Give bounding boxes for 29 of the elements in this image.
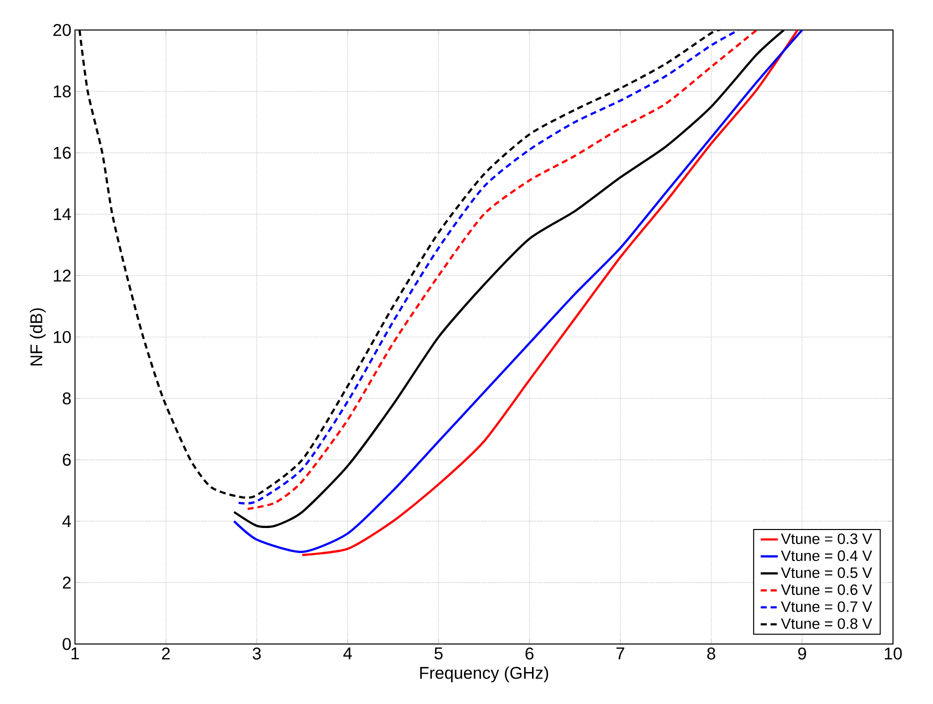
y-tick-label: 10 xyxy=(54,330,71,344)
y-tick-label: 12 xyxy=(54,270,71,282)
x-tick-label: 7 xyxy=(616,648,624,660)
y-tick-label: 20 xyxy=(53,24,71,36)
y-axis-title: NF (dB) xyxy=(30,308,46,366)
y-tick-label: 2 xyxy=(62,576,71,589)
x-tick-label: 1 xyxy=(72,648,79,660)
y-tick-label: 4 xyxy=(62,515,71,528)
legend-label: Vtune = 0.8 V xyxy=(780,618,872,629)
x-tick-label: 9 xyxy=(798,648,806,660)
x-tick-label: 2 xyxy=(162,648,170,660)
legend-label: Vtune = 0.4 V xyxy=(780,550,872,562)
legend-label: Vtune = 0.3 V xyxy=(780,533,872,544)
legend-label: Vtune = 0.6 V xyxy=(780,584,872,595)
x-tick-label: 3 xyxy=(252,648,261,660)
x-tick-label: 8 xyxy=(707,648,716,660)
x-tick-label: 6 xyxy=(526,648,534,660)
x-tick-label: 4 xyxy=(343,648,352,660)
legend-label: Vtune = 0.5 V xyxy=(780,567,872,578)
y-tick-label: 14 xyxy=(54,208,71,220)
y-tick-label: 0 xyxy=(62,638,71,650)
y-tick-label: 8 xyxy=(62,392,71,404)
y-tick-label: 6 xyxy=(62,454,71,466)
x-tick-label: 5 xyxy=(434,648,443,660)
y-tick-label: 16 xyxy=(54,146,71,159)
x-tick-label: 10 xyxy=(884,648,902,660)
x-axis-title: Frequency (GHz) xyxy=(420,666,548,682)
y-tick-label: 18 xyxy=(54,85,71,98)
legend-label: Vtune = 0.7 V xyxy=(780,601,872,612)
